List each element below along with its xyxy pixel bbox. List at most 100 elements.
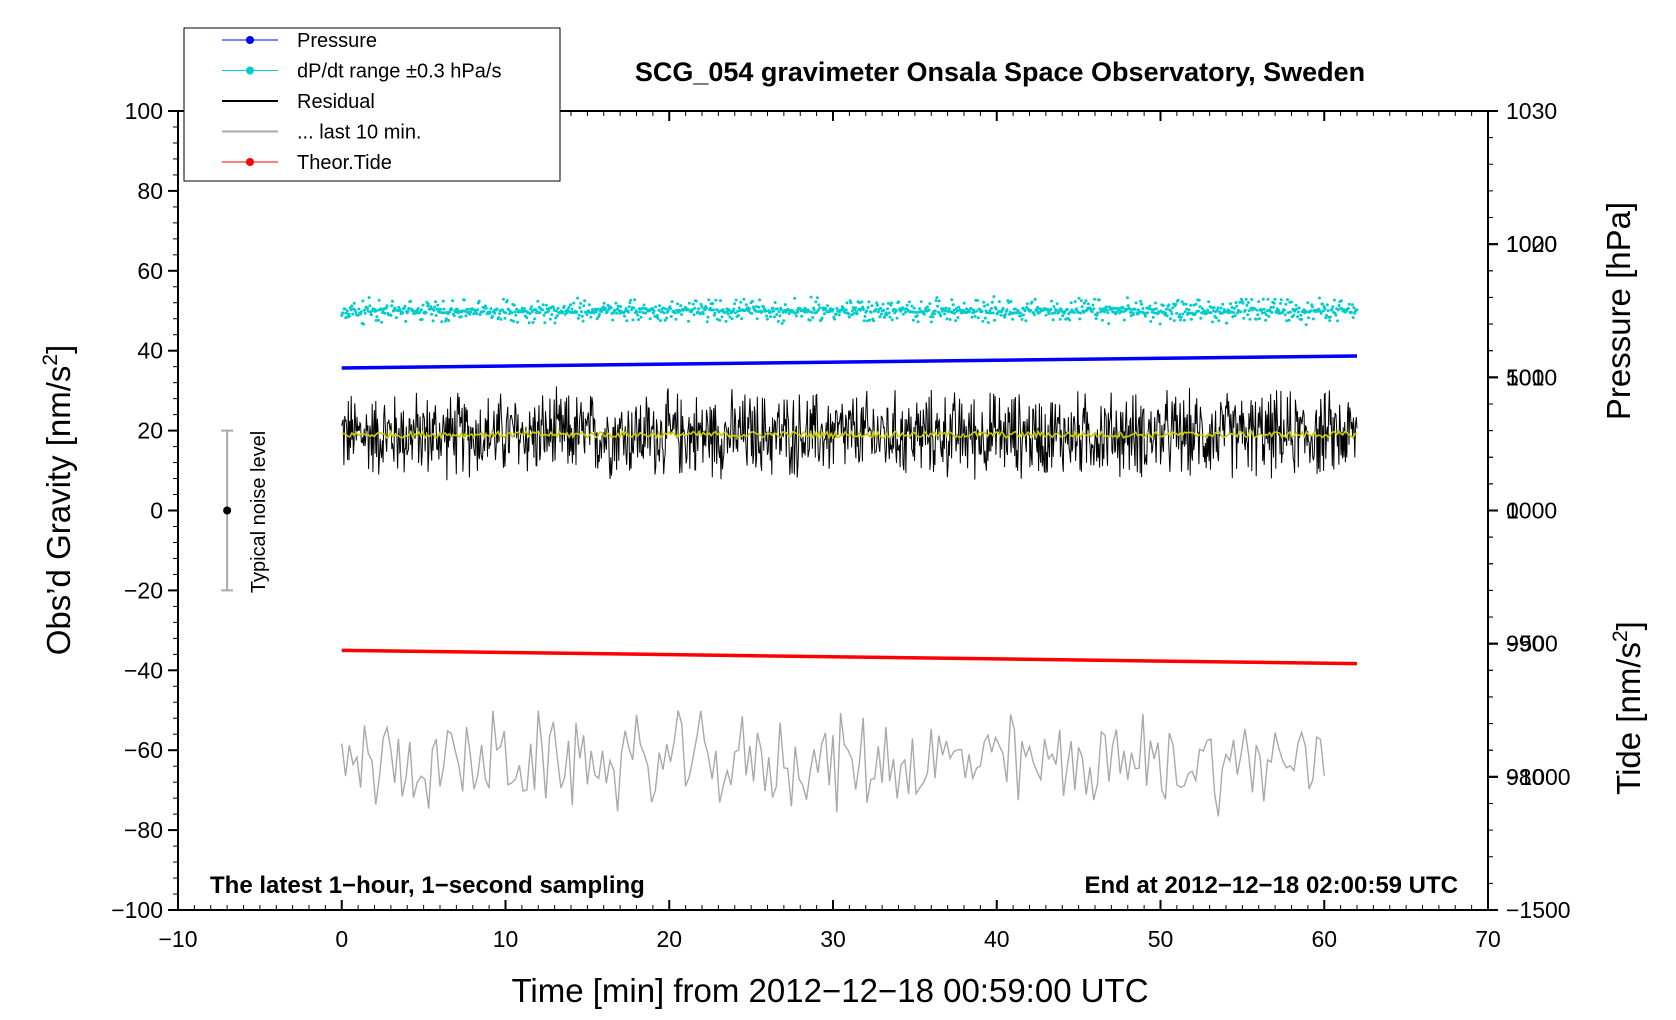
dpdt-point (915, 310, 918, 314)
legend-box (183, 27, 561, 182)
dpdt-point (930, 312, 934, 316)
dpdt-point (779, 308, 783, 312)
dpdt-point (478, 313, 482, 317)
dpdt-point (576, 316, 580, 320)
dpdt-point (543, 321, 547, 325)
dpdt-point (1188, 311, 1192, 315)
dpdt-point (501, 297, 505, 301)
x-tick-label: 20 (656, 926, 682, 952)
dpdt-point (1024, 319, 1028, 323)
dpdt-point (980, 310, 984, 313)
dpdt-point (895, 316, 899, 320)
dpdt-point (556, 306, 560, 310)
dpdt-point (833, 317, 836, 321)
dpdt-point (865, 309, 869, 313)
dpdt-point (815, 311, 819, 314)
left-y-axis-title-main: Obs’d Gravity [nm/s (40, 366, 77, 656)
dpdt-point (1321, 302, 1325, 306)
left-y-axis-title-sup: 2 (39, 354, 62, 366)
dpdt-point (1238, 300, 1242, 304)
dpdt-point (1206, 308, 1210, 312)
dpdt-point (513, 310, 517, 314)
dpdt-point (844, 308, 848, 312)
dpdt-point (855, 312, 859, 316)
left-tick-label: 20 (137, 418, 163, 444)
dpdt-point (926, 305, 929, 309)
dpdt-point (533, 317, 537, 321)
dpdt-point (691, 302, 695, 306)
dpdt-point (852, 312, 856, 315)
dpdt-point (751, 299, 754, 303)
dpdt-point (421, 303, 425, 307)
dpdt-point (951, 303, 955, 307)
dpdt-point (1154, 307, 1158, 311)
dpdt-point (874, 307, 878, 311)
dpdt-point (929, 320, 933, 324)
dpdt-point (1007, 301, 1011, 304)
dpdt-point (868, 318, 872, 322)
dpdt-point (956, 316, 960, 319)
dpdt-point (462, 298, 466, 302)
dpdt-point (1169, 309, 1173, 313)
dpdt-point (990, 306, 993, 310)
dpdt-point (970, 315, 974, 319)
dpdt-point (1172, 319, 1176, 323)
dpdt-point (1296, 315, 1300, 319)
dpdt-point (1198, 305, 1202, 309)
residual-line (341, 386, 1358, 481)
dpdt-point (447, 319, 451, 322)
dpdt-point (1261, 297, 1265, 301)
dpdt-point (686, 307, 690, 311)
dpdt-point (475, 312, 479, 316)
dpdt-point (715, 317, 719, 321)
dpdt-point (497, 316, 501, 319)
dpdt-point (628, 301, 632, 305)
dpdt-point (1297, 306, 1301, 310)
dpdt-point (538, 311, 542, 315)
dpdt-point (482, 309, 486, 313)
dpdt-point (509, 318, 513, 322)
dpdt-point (433, 305, 437, 309)
dpdt-point (1236, 311, 1239, 315)
dpdt-point (580, 310, 583, 314)
dpdt-point (999, 313, 1003, 317)
dpdt-point (1076, 310, 1080, 314)
dpdt-point (943, 312, 947, 316)
left-y-axis-title: Obs’d Gravity [nm/s2] (39, 345, 77, 656)
note-end-time: End at 2012−12−18 02:00:59 UTC (1084, 872, 1458, 899)
dpdt-point (340, 313, 344, 317)
left-tick-label: −100 (111, 897, 163, 923)
dpdt-point (1175, 311, 1179, 315)
dpdt-point (1250, 298, 1254, 302)
dpdt-point (1065, 308, 1069, 311)
dpdt-point (1125, 296, 1129, 300)
dpdt-point (426, 302, 430, 306)
dpdt-point (580, 314, 584, 318)
dpdt-point (1181, 312, 1185, 316)
dpdt-point (1053, 311, 1057, 315)
residual-smoothed-line (341, 429, 1357, 440)
dpdt-point (675, 308, 679, 312)
dpdt-point (380, 320, 384, 324)
data-layer (340, 295, 1359, 817)
dpdt-point (698, 312, 702, 316)
axes-layer: −10 0 10 20 30 40 50 60 70100806040200−20−40−60−… (111, 98, 1570, 952)
dpdt-point (1336, 308, 1340, 312)
x-tick-label: −10 (158, 926, 197, 952)
dpdt-point (1158, 322, 1162, 326)
dpdt-point (904, 310, 908, 314)
dpdt-point (1055, 302, 1059, 306)
tide-tick-label: −1500 (1506, 897, 1571, 923)
dpdt-point (811, 316, 815, 319)
dpdt-point (1205, 311, 1209, 315)
dpdt-point (424, 311, 428, 315)
dpdt-point (1046, 307, 1050, 311)
dpdt-point (730, 317, 734, 321)
dpdt-point (348, 314, 352, 318)
dpdt-point (669, 315, 673, 318)
dpdt-point (700, 305, 704, 309)
dpdt-point (525, 316, 529, 320)
tide-tick-label: −1000 (1506, 764, 1571, 790)
dpdt-point (812, 308, 816, 312)
dpdt-point (528, 312, 532, 316)
